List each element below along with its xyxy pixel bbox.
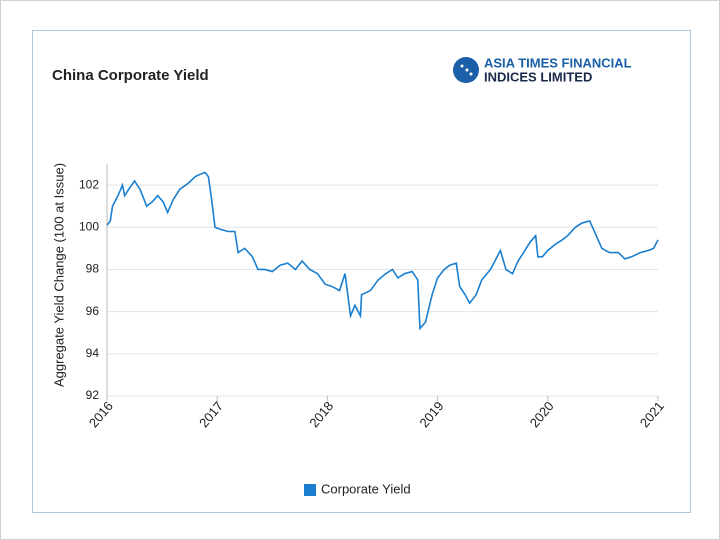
legend-label: Corporate Yield xyxy=(321,481,411,496)
logo-dot xyxy=(460,64,464,68)
logo-text: INDICES LIMITED xyxy=(484,69,592,84)
card xyxy=(32,30,691,513)
y-tick-label: 96 xyxy=(86,304,100,318)
legend-swatch xyxy=(304,484,316,496)
logo-text: ASIA TIMES FINANCIAL xyxy=(484,55,632,70)
y-tick-label: 100 xyxy=(79,219,99,233)
y-tick-label: 98 xyxy=(86,262,100,276)
chart-title: China Corporate Yield xyxy=(52,67,209,84)
y-axis-label: Aggregate Yield Change (100 at Issue) xyxy=(51,163,66,387)
logo-dot xyxy=(469,72,473,76)
y-tick-label: 102 xyxy=(79,177,99,191)
logo-dot xyxy=(465,68,469,72)
line xyxy=(106,171,659,331)
logo: ASIA TIMES FINANCIAL INDICES LIMITED xyxy=(453,55,632,84)
y-tick-label: 92 xyxy=(86,388,100,402)
y-tick-label: 94 xyxy=(86,346,100,360)
